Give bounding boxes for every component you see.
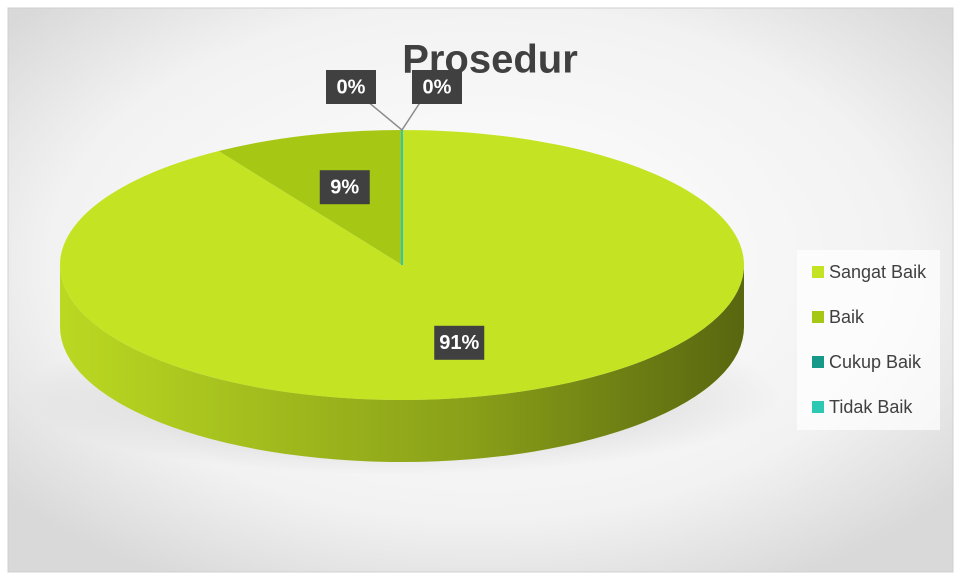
legend-label: Sangat Baik [829,262,927,282]
data-label: 0% [337,76,366,98]
slice [218,130,402,265]
legend-swatch [812,266,824,278]
data-label-box [319,170,370,205]
data-label: 0% [423,76,452,98]
legend-label: Baik [829,307,865,327]
leader-line [401,100,422,131]
data-labels: 91% 9% 0% 0% [319,70,485,360]
legend-box [797,250,940,430]
data-label: 91% [439,332,479,354]
data-label-box [412,70,462,104]
pie [60,130,745,462]
legend-swatch [812,311,824,323]
data-label: 9% [330,176,359,198]
legend-label: Tidak Baik [829,397,913,417]
legend-swatch [812,356,824,368]
legend-label: Cukup Baik [829,352,922,372]
data-label-box [326,70,376,104]
slice-side-shade [60,265,744,462]
legend-swatch [812,401,824,413]
data-label-box [434,325,485,360]
leader-line [366,100,403,131]
